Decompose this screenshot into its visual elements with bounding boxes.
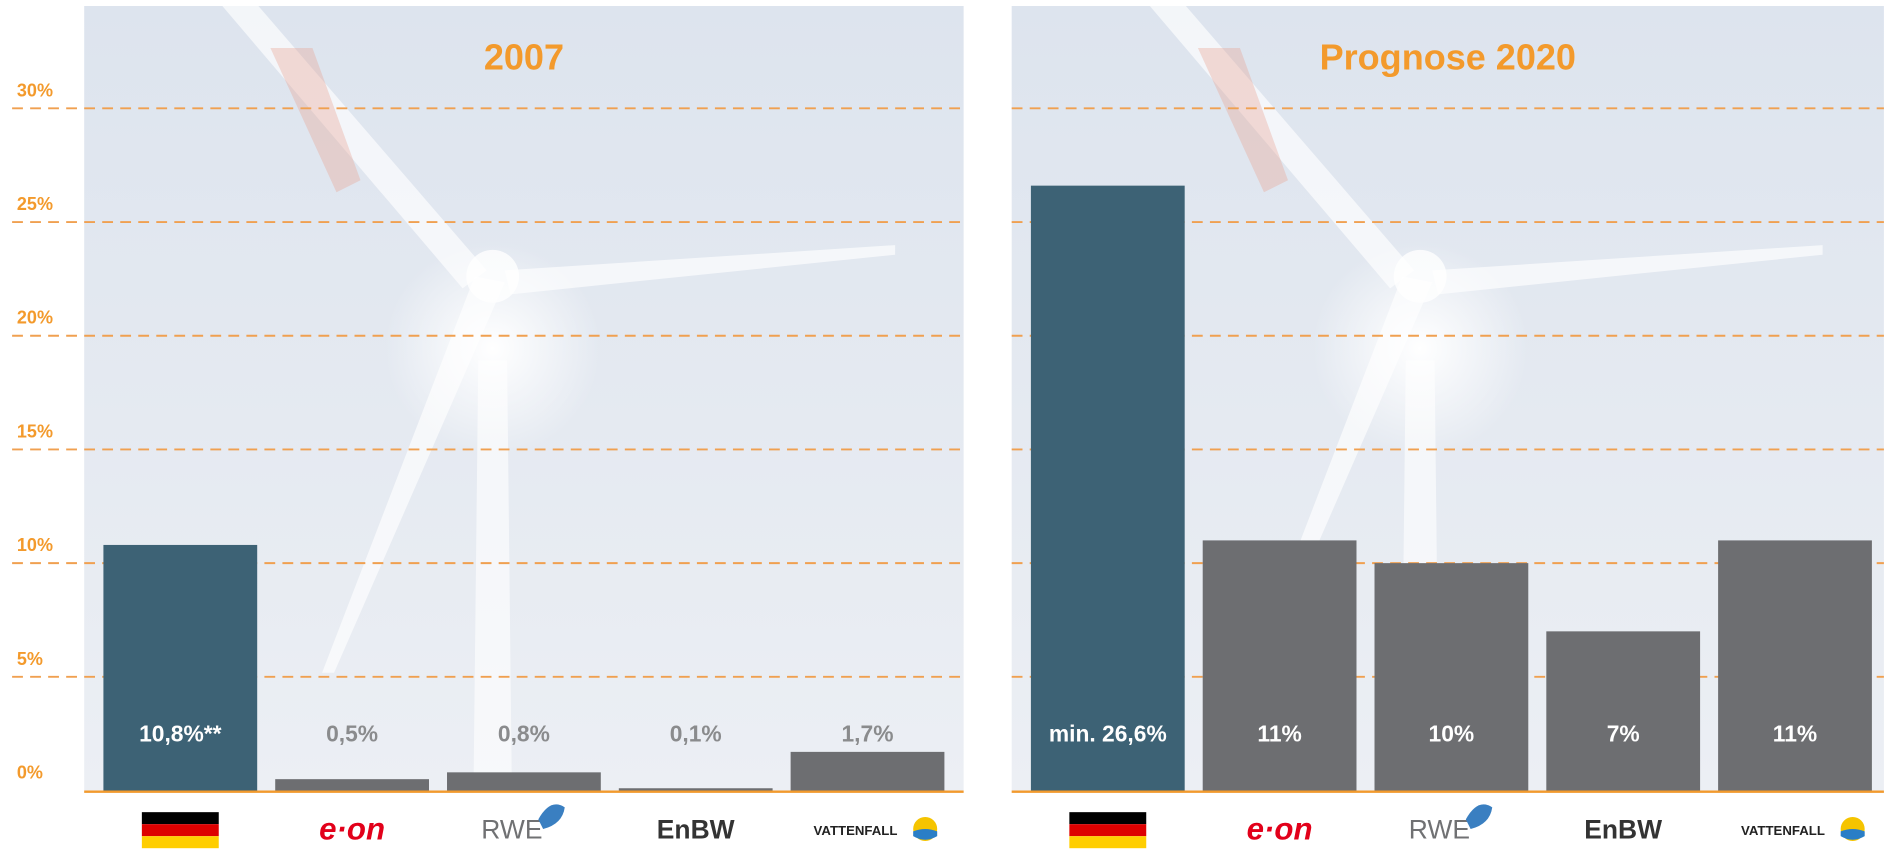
logo-mark — [913, 828, 938, 840]
chart-title: 2007 — [484, 37, 564, 78]
value-label: 1,7% — [842, 720, 894, 746]
value-label: 0,5% — [326, 720, 378, 746]
chart-layer: 0% 5% 10% 15% 20% 25% 30% 2007 10,8%** 0,5% e·on 0,… — [12, 37, 1884, 849]
value-label: 7% — [1607, 720, 1640, 746]
y-tick-label: 30% — [17, 80, 53, 100]
value-label: 11% — [1773, 720, 1817, 746]
chart-title: Prognose 2020 — [1320, 37, 1576, 78]
category-label: e·on — [1247, 812, 1313, 847]
flag-stripe — [1069, 836, 1147, 849]
y-tick-label: 20% — [17, 308, 53, 328]
logo-category — [141, 812, 219, 849]
logo-category: e·on — [319, 812, 385, 847]
bar — [1374, 563, 1529, 791]
category-label: RWE — [481, 814, 542, 844]
bar — [790, 751, 945, 791]
logo-mark — [1840, 828, 1865, 840]
bar — [447, 772, 601, 791]
logo-category: RWE — [1409, 804, 1493, 844]
logo-category — [1069, 812, 1147, 849]
bar — [1202, 540, 1357, 791]
value-label: 0,8% — [498, 720, 550, 746]
y-tick-label: 5% — [17, 649, 43, 669]
logo-category: VATTENFALL — [1741, 816, 1865, 841]
value-label: 10,8%** — [139, 720, 222, 746]
flag-stripe — [141, 812, 219, 825]
bar — [1030, 185, 1185, 791]
flag-stripe — [1069, 812, 1147, 825]
flag-stripe — [1069, 824, 1147, 837]
logo-category: VATTENFALL — [814, 816, 938, 841]
bar — [103, 544, 258, 791]
logo-category: RWE — [481, 804, 565, 844]
logo-category: EnBW — [1584, 814, 1662, 844]
logo-mark — [538, 804, 565, 829]
category-label: e·on — [319, 812, 385, 847]
y-tick-label: 0% — [17, 762, 43, 782]
logo-mark — [1465, 804, 1493, 829]
bar — [275, 779, 429, 791]
flag-stripe — [141, 836, 219, 849]
y-tick-label: 10% — [17, 535, 53, 555]
bar — [1718, 540, 1872, 791]
category-label: EnBW — [657, 814, 735, 844]
value-label: 11% — [1257, 720, 1301, 746]
category-label: RWE — [1409, 814, 1470, 844]
flag-stripe — [141, 824, 219, 837]
value-label: min. 26,6% — [1049, 720, 1167, 746]
value-label: 10% — [1429, 720, 1475, 746]
y-tick-label: 25% — [17, 194, 53, 214]
bar — [618, 788, 773, 791]
logo-category: EnBW — [657, 814, 735, 844]
logo-category: e·on — [1247, 812, 1313, 847]
category-label: EnBW — [1584, 814, 1662, 844]
y-tick-label: 15% — [17, 421, 53, 441]
category-label: VATTENFALL — [1741, 823, 1825, 838]
category-label: VATTENFALL — [814, 823, 898, 838]
value-label: 0,1% — [670, 720, 722, 746]
bar — [1546, 631, 1701, 791]
